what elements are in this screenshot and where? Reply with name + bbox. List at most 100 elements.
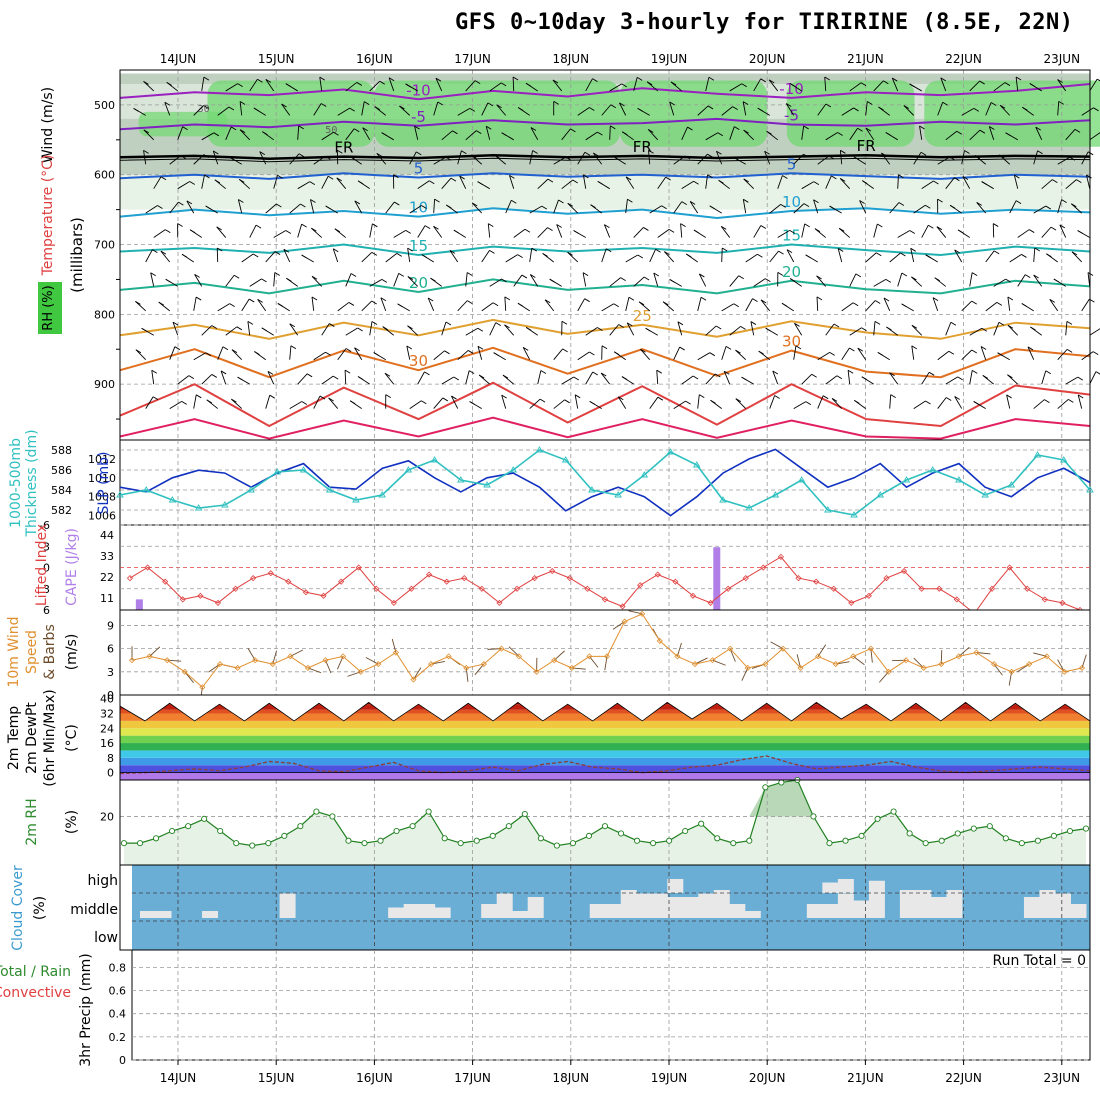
wind-barb-flag [822, 395, 829, 400]
wind10-marker [938, 661, 945, 668]
wind-barb-flag [954, 177, 960, 182]
li-marker [725, 585, 732, 592]
date-top-18JUN: 18JUN [553, 52, 590, 66]
wind-barb [600, 372, 611, 385]
wind-barb-flag [437, 101, 443, 106]
wind-barb-flag [733, 156, 739, 161]
wind-barb-flag [357, 327, 363, 332]
wind-barb-flag [589, 400, 595, 405]
wind-barb-flag [152, 249, 158, 254]
wind-barb-flag [574, 394, 581, 399]
li-marker [637, 582, 644, 589]
wind-barb [465, 327, 479, 336]
wind-barb-flag [309, 181, 316, 185]
wind-barb [237, 199, 243, 214]
wind-barb [793, 345, 797, 360]
wind-barb-flag [160, 176, 167, 181]
wind-barb [459, 175, 467, 189]
wind10-marker [586, 653, 593, 660]
wind-barb-flag [794, 322, 800, 327]
wind-barb-flag [567, 202, 573, 207]
wind-barb-flag [181, 400, 187, 405]
wind-barb [361, 300, 372, 312]
precip-tick-0.8: 0.8 [109, 961, 127, 974]
wind-barb-flag [380, 297, 387, 302]
wind-barb [164, 102, 171, 116]
wind-barb-flag [699, 273, 705, 278]
rh2-marker [1082, 825, 1090, 832]
wind-barb [697, 105, 709, 116]
wind10-marker [920, 664, 927, 672]
wind-barb-flag [920, 151, 927, 156]
wind-barb [742, 199, 747, 214]
cloud-middle-bar [403, 904, 420, 918]
wind-barb-flag [679, 346, 685, 351]
wind-barb-flag [211, 325, 217, 329]
wind-barb-flag [710, 399, 716, 404]
wind-barb-flag [354, 347, 360, 352]
wind-barb-flag [765, 327, 771, 332]
rh2-marker [1034, 837, 1041, 844]
wind-barb-flag [1093, 107, 1099, 112]
wind-barb-flag [1037, 150, 1043, 155]
wind10-marker [287, 653, 294, 660]
wind-barb [743, 129, 755, 141]
wind-barb-flag [789, 278, 796, 282]
wind-barb-flag [382, 326, 388, 331]
isotherm-label: 15 [782, 227, 801, 245]
wind-barb [919, 125, 923, 140]
wind-barb [985, 302, 998, 312]
temp-band [120, 765, 1090, 773]
wind-barb [337, 302, 350, 312]
thickness-marker [666, 448, 675, 455]
wind-barb-flag [393, 174, 399, 179]
wind-barb [441, 376, 455, 385]
wind-barb [321, 375, 334, 385]
date-bottom-15JUN: 15JUN [258, 1071, 295, 1085]
rh-legend-box [38, 282, 62, 334]
wind10-marker [850, 653, 857, 660]
wind-barb-flag [613, 351, 620, 356]
cloud-high-bar [822, 882, 839, 893]
wind-barb-flag [709, 205, 715, 210]
wind-barb [399, 105, 411, 116]
wind-barb-flag [1045, 370, 1052, 375]
wind-barb-flag [993, 250, 1000, 255]
li-marker [338, 578, 345, 585]
wind-barb-flag [862, 180, 868, 184]
wind-barb [193, 394, 197, 409]
wind-barb [345, 82, 358, 92]
t2-title-4: (°C) [64, 724, 80, 752]
li-tick--3: -3 [39, 540, 50, 553]
wind-barb-flag [374, 106, 381, 111]
cloud-high-bar [837, 879, 854, 893]
li-marker [1041, 596, 1048, 603]
cape-bar [135, 599, 143, 610]
wind-barb-flag [1086, 174, 1092, 179]
cloud-middle-bar [620, 890, 637, 918]
wind-barb-flag [954, 396, 960, 400]
wind-barb [297, 223, 303, 238]
thick-tick-586: 586 [51, 464, 72, 477]
wind-barb [865, 300, 876, 312]
rh2-marker [217, 827, 224, 835]
wind-barb [135, 349, 147, 361]
wind-barb-flag [1035, 126, 1042, 131]
wind10-barb [589, 656, 599, 668]
wind-barb [625, 254, 639, 263]
wind-barb [201, 77, 205, 92]
wind-barb [409, 400, 422, 409]
wind-barb-flag [885, 278, 892, 283]
wind-barb [212, 150, 219, 165]
isotherm--10 [119, 83, 1091, 101]
wind-barb-flag [999, 104, 1006, 109]
wind10-barb [1057, 659, 1065, 673]
wind-barb-flag [874, 320, 881, 325]
rh2-marker [136, 840, 144, 847]
wind-barb [380, 297, 387, 312]
wind-barb-flag [1027, 346, 1034, 351]
wind-barb-flag [1092, 351, 1099, 356]
wind-barb-flag [459, 175, 465, 180]
wind-barb [311, 296, 315, 311]
wind-barb-flag [451, 395, 457, 400]
